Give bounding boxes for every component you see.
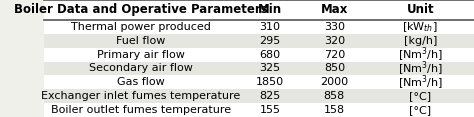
FancyBboxPatch shape <box>44 20 474 34</box>
Text: 720: 720 <box>324 50 345 60</box>
FancyBboxPatch shape <box>44 34 474 48</box>
Text: 825: 825 <box>259 91 281 101</box>
FancyBboxPatch shape <box>44 75 474 89</box>
Text: Max: Max <box>320 3 348 16</box>
Text: 680: 680 <box>259 50 281 60</box>
Text: Thermal power produced: Thermal power produced <box>71 22 211 32</box>
Text: 155: 155 <box>259 105 280 115</box>
Text: 1850: 1850 <box>256 77 284 87</box>
Text: [°C]: [°C] <box>409 105 431 115</box>
Text: Min: Min <box>258 3 282 16</box>
Text: 858: 858 <box>324 91 345 101</box>
Text: [kW$_{th}$]: [kW$_{th}$] <box>402 20 438 34</box>
Text: Fuel flow: Fuel flow <box>116 36 165 46</box>
Text: [kg/h]: [kg/h] <box>403 36 437 46</box>
Text: Secondary air flow: Secondary air flow <box>89 63 193 73</box>
FancyBboxPatch shape <box>44 62 474 75</box>
FancyBboxPatch shape <box>44 103 474 117</box>
Text: 158: 158 <box>324 105 345 115</box>
Text: [°C]: [°C] <box>409 91 431 101</box>
Text: 850: 850 <box>324 63 345 73</box>
Text: Exchanger inlet fumes temperature: Exchanger inlet fumes temperature <box>41 91 240 101</box>
Text: [Nm$^3$/h]: [Nm$^3$/h] <box>398 73 443 91</box>
Text: 310: 310 <box>259 22 280 32</box>
Text: 2000: 2000 <box>320 77 348 87</box>
Text: Unit: Unit <box>407 3 434 16</box>
Text: 320: 320 <box>324 36 345 46</box>
Text: [Nm$^3$/h]: [Nm$^3$/h] <box>398 45 443 64</box>
Text: Gas flow: Gas flow <box>117 77 165 87</box>
Text: [Nm$^3$/h]: [Nm$^3$/h] <box>398 59 443 78</box>
Text: 295: 295 <box>259 36 281 46</box>
FancyBboxPatch shape <box>44 0 474 20</box>
Text: 330: 330 <box>324 22 345 32</box>
Text: Boiler outlet fumes temperature: Boiler outlet fumes temperature <box>51 105 231 115</box>
Text: 325: 325 <box>259 63 281 73</box>
FancyBboxPatch shape <box>44 89 474 103</box>
FancyBboxPatch shape <box>44 48 474 62</box>
Text: Boiler Data and Operative Parameters: Boiler Data and Operative Parameters <box>14 3 268 16</box>
Text: Primary air flow: Primary air flow <box>97 50 185 60</box>
